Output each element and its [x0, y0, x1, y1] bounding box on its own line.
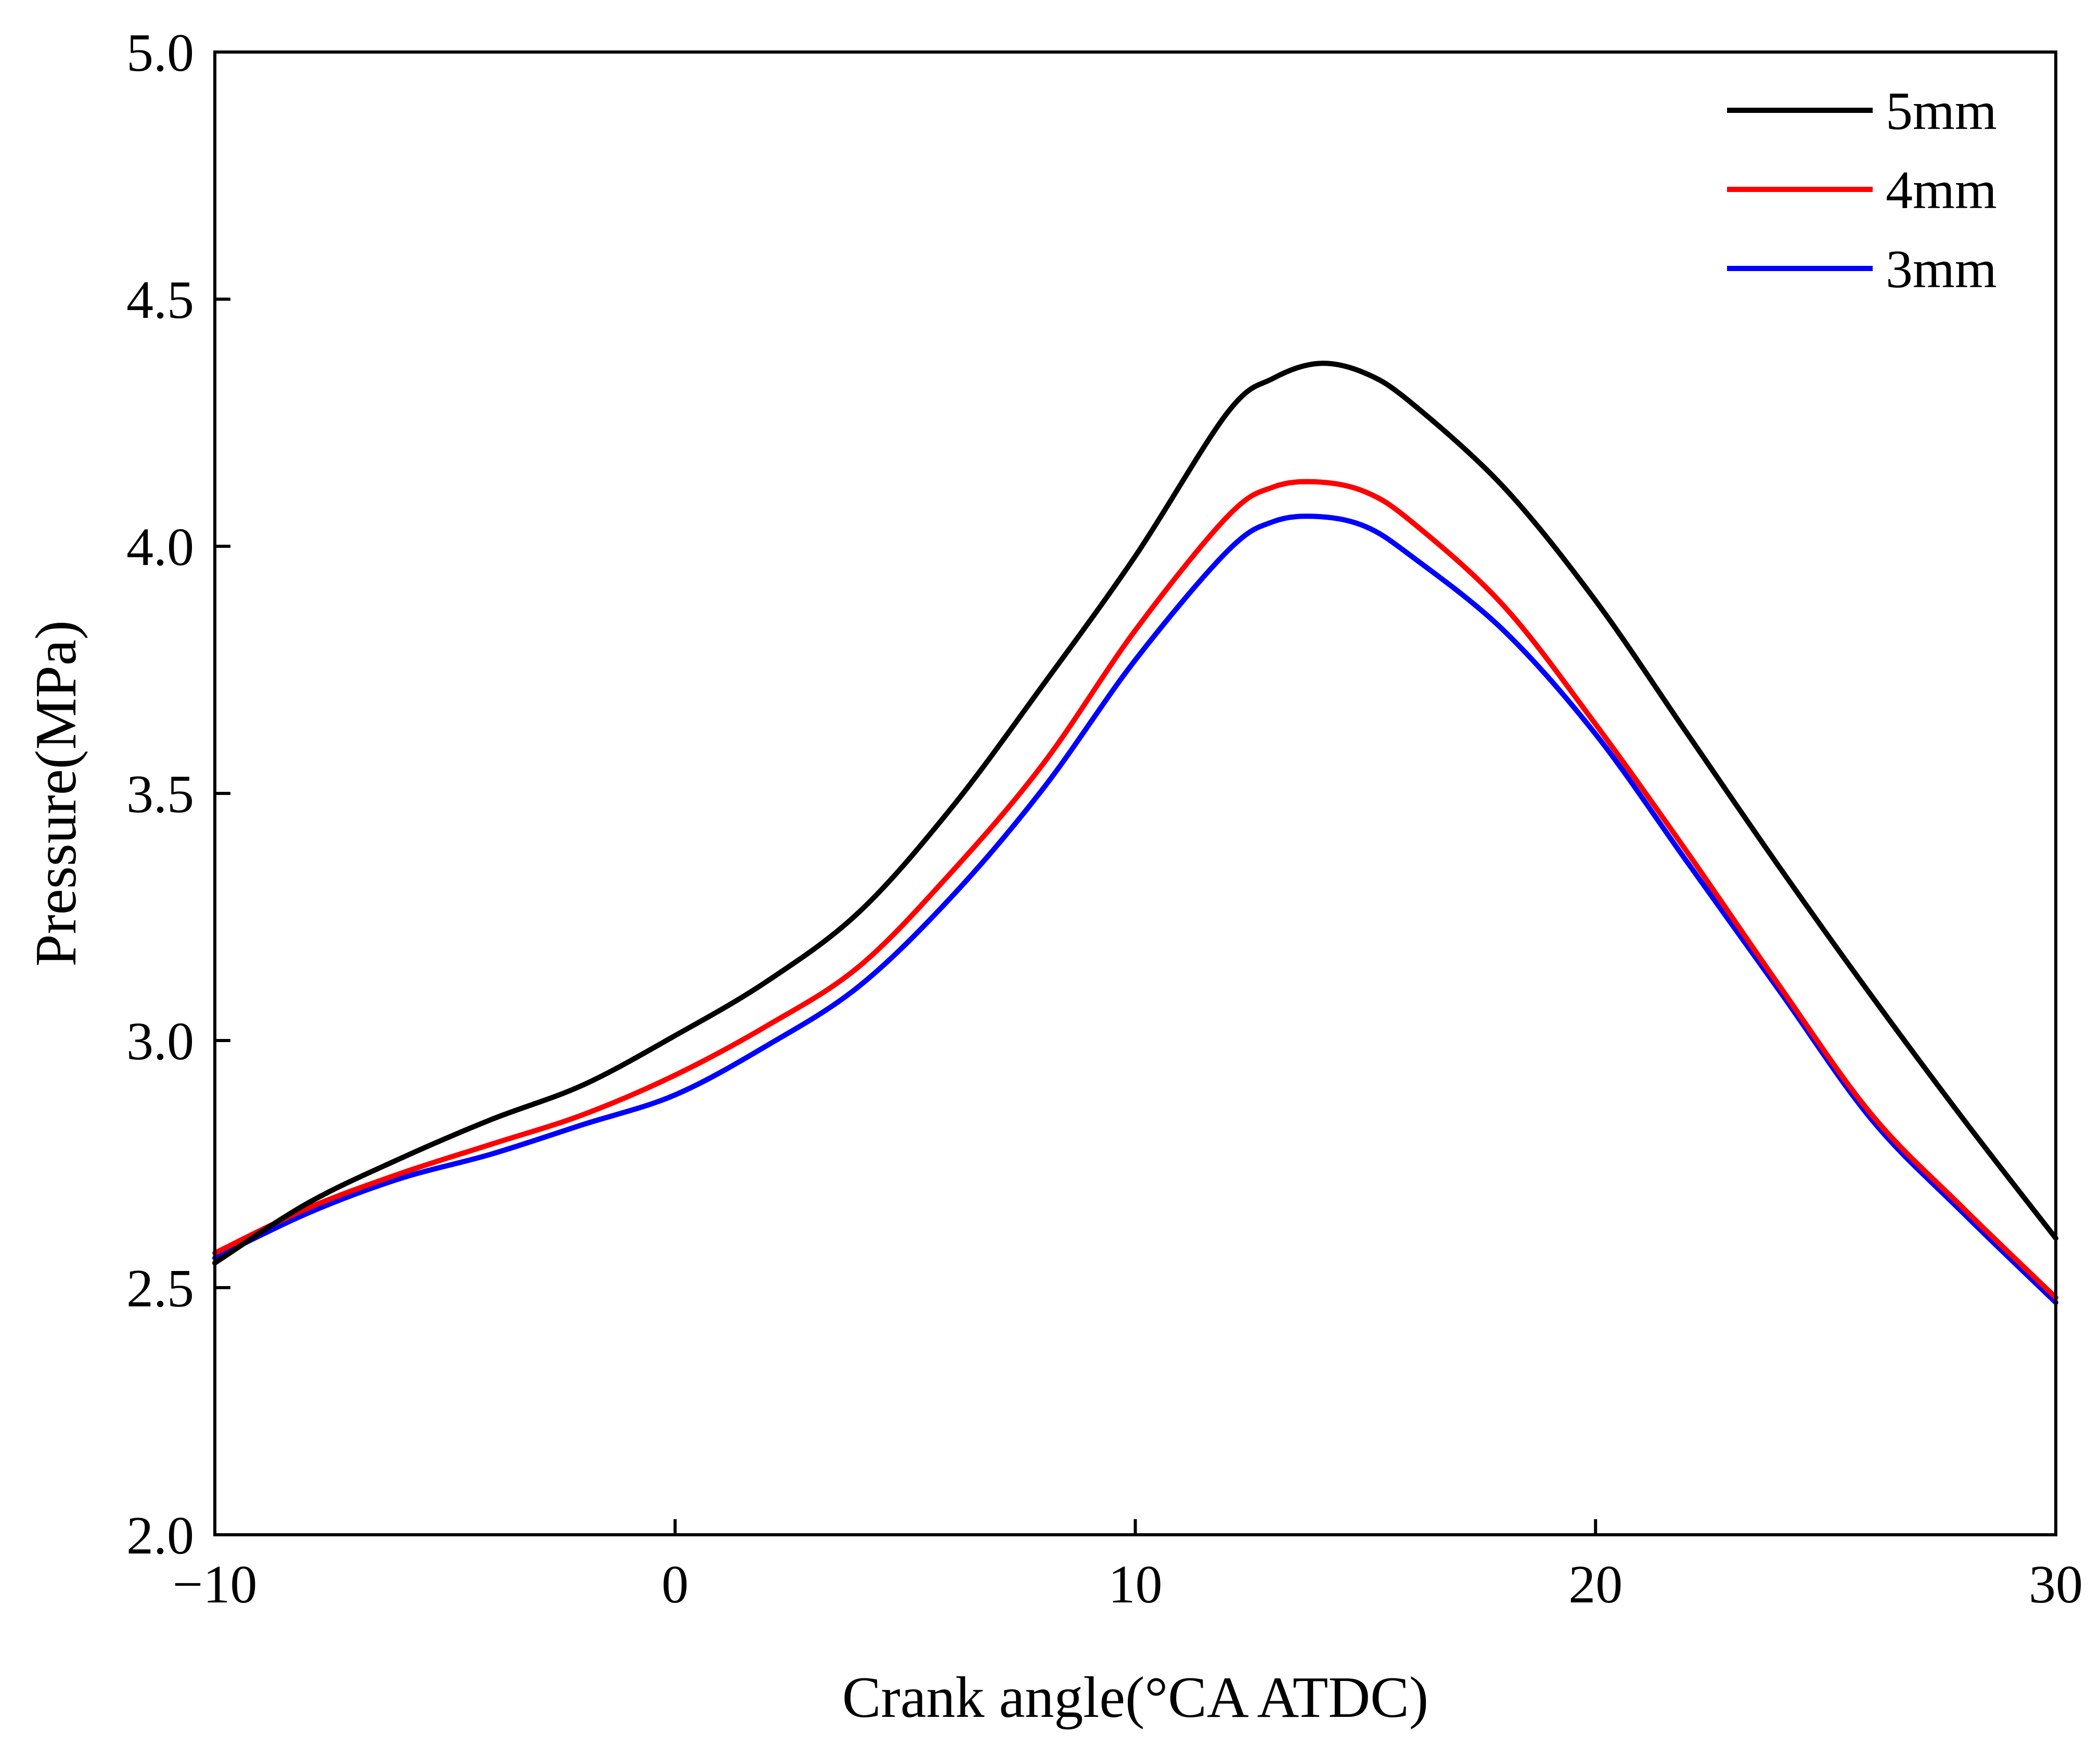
y-tick-label: 2.5 [126, 1259, 194, 1318]
x-tick-label: 30 [2029, 1555, 2083, 1614]
series-line-4mm [212, 479, 2058, 1300]
y-tick-label: 2.0 [126, 1506, 194, 1565]
x-axis-title: Crank angle(°CA ATDC) [842, 1665, 1428, 1730]
legend-label-4mm: 4mm [1886, 160, 1997, 220]
legend-label-3mm: 3mm [1886, 239, 1997, 299]
y-tick-label: 4.0 [126, 517, 194, 577]
legend: 5mm 4mm 3mm [1727, 81, 1997, 299]
y-tick-label: 4.5 [126, 270, 194, 330]
x-tick-label: 10 [1109, 1555, 1163, 1614]
y-axis-title: Pressure(MPa) [24, 620, 88, 967]
x-tick-label: 0 [662, 1555, 689, 1614]
y-tick-label: 3.5 [126, 764, 194, 824]
series-line-3mm [212, 513, 2058, 1305]
ticks-layer: −10 0 10 20 30 2.0 2.5 3.0 3.5 4.0 4.5 5.0 [126, 23, 2083, 1614]
y-tick-label: 3.0 [126, 1011, 194, 1071]
y-tick-label: 5.0 [126, 23, 194, 83]
series-layer [212, 361, 2058, 1305]
x-tick-label: −10 [173, 1555, 257, 1614]
x-tick-label: 20 [1568, 1555, 1622, 1614]
series-line-5mm [212, 361, 2058, 1266]
legend-label-5mm: 5mm [1886, 81, 1997, 141]
